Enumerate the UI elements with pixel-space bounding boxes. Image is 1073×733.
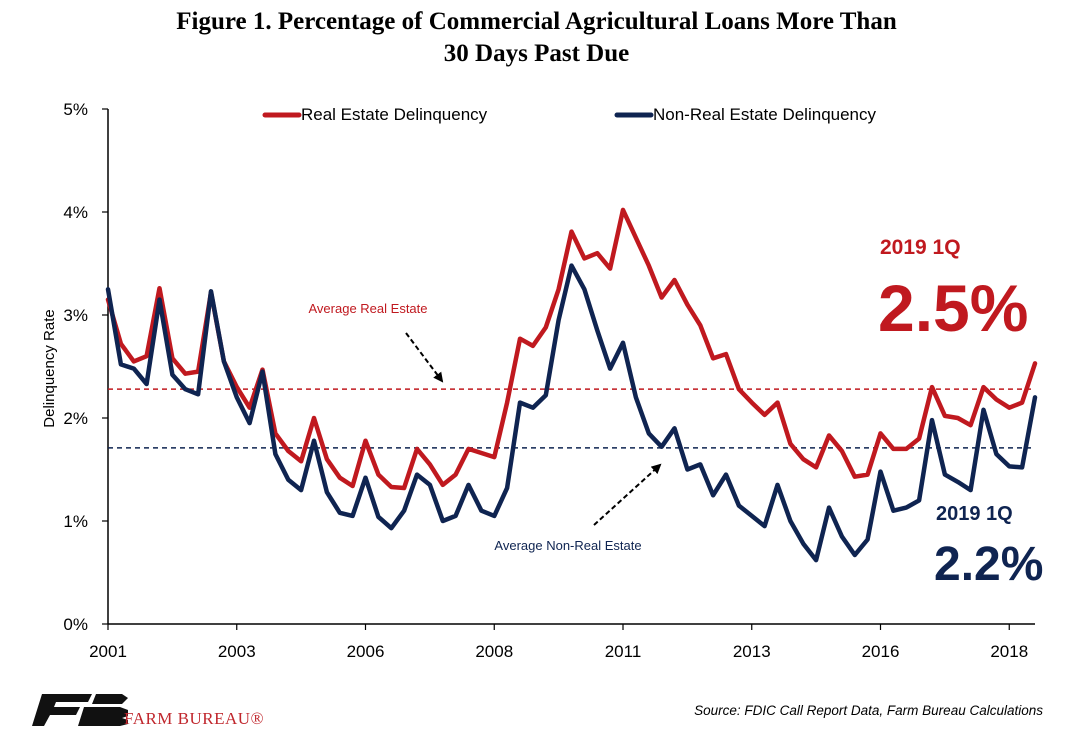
annotation-value-non-real-estate: 2.2%: [934, 538, 1043, 591]
y-tick-label: 1%: [63, 512, 88, 531]
chart-title-line1: Figure 1. Percentage of Commercial Agric…: [176, 8, 897, 35]
x-tick-label: 2013: [733, 642, 771, 661]
annotation-label-real-estate: 2019 1Q: [880, 236, 961, 259]
x-tick-label: 2018: [990, 642, 1028, 661]
source-note: Source: FDIC Call Report Data, Farm Bure…: [694, 703, 1043, 718]
legend-label: Non-Real Estate Delinquency: [653, 105, 877, 124]
x-tick-label: 2008: [475, 642, 513, 661]
annotations: 2019 1Q 2.5% 2019 1Q 2.2%: [878, 236, 1043, 591]
x-tick-label: 2001: [89, 642, 127, 661]
x-tick-label: 2016: [862, 642, 900, 661]
y-tick-label: 3%: [63, 306, 88, 325]
arrow-icon: [405, 332, 444, 383]
farm-bureau-logo-icon: [32, 694, 128, 726]
series-line-non-real-estate: [105, 263, 1038, 563]
y-tick-label: 5%: [63, 100, 88, 119]
y-axis-label: Delinquency Rate: [41, 309, 58, 427]
x-tick-label: 2006: [347, 642, 385, 661]
legend-label: Real Estate Delinquency: [301, 105, 488, 124]
x-tick-label: 2011: [605, 642, 642, 661]
y-tick-label: 4%: [63, 203, 88, 222]
x-tick-label: 2003: [218, 642, 256, 661]
reference-label-non-real-estate: Average Non-Real Estate: [494, 538, 641, 553]
chart-axes: 0% 1% 2% 3% 4% 5% 2001 2003 2006 2008 2011 2013 2016…: [41, 100, 1035, 661]
reference-lines: Average Real Estate Average Non-Real Esta…: [108, 301, 1035, 553]
series-lines: [105, 207, 1038, 563]
reference-label-real-estate: Average Real Estate: [309, 301, 428, 316]
legend: Real Estate Delinquency Non-Real Estate D…: [262, 105, 877, 124]
annotation-value-real-estate: 2.5%: [878, 271, 1028, 345]
arrow-icon: [593, 463, 662, 526]
chart-title-line2: 30 Days Past Due: [443, 40, 630, 67]
annotation-label-non-real-estate: 2019 1Q: [936, 503, 1013, 525]
farm-bureau-logo-text: FARM BUREAU®: [124, 709, 264, 728]
y-tick-label: 2%: [63, 409, 88, 428]
chart-title: Figure 1. Percentage of Commercial Agric…: [0, 6, 1073, 70]
y-tick-label: 0%: [63, 615, 88, 634]
